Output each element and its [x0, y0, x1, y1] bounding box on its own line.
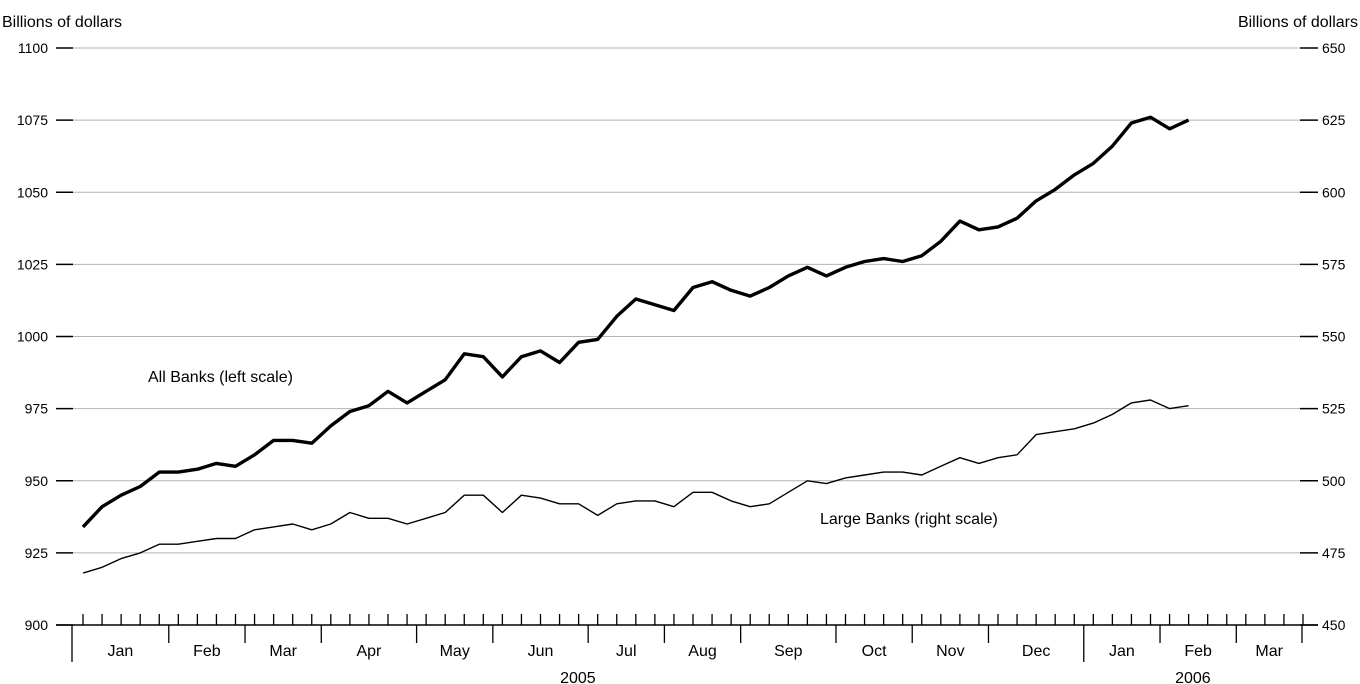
right-axis: 450 475 500 525 550 575 600 625 650: [1300, 40, 1346, 633]
annotation-all-banks: All Banks (left scale): [148, 369, 293, 386]
month-label: Jun: [528, 643, 554, 660]
month-label: Jan: [1109, 643, 1135, 660]
gridlines: [70, 47, 1302, 554]
month-label: Sep: [774, 643, 803, 660]
right-tick-label: 600: [1322, 184, 1346, 200]
annotation-large-banks: Large Banks (right scale): [820, 511, 998, 528]
month-label: Aug: [688, 643, 716, 660]
left-tick-label: 1000: [17, 329, 48, 345]
left-tick-label: 1075: [17, 112, 48, 128]
year-label: 2006: [1175, 670, 1211, 684]
month-label: Feb: [193, 643, 221, 660]
left-tick-label: 925: [25, 545, 49, 561]
left-tick-label: 1025: [17, 256, 48, 272]
right-tick-label: 650: [1322, 40, 1346, 56]
right-tick-label: 625: [1322, 112, 1346, 128]
left-axis: 900 925 950 975 1000 1025 1050 1075 1100: [17, 40, 73, 633]
left-tick-label: 975: [25, 401, 49, 417]
month-label: Dec: [1022, 643, 1050, 660]
right-tick-label: 575: [1322, 256, 1346, 272]
month-label: Mar: [1255, 643, 1283, 660]
right-tick-label: 450: [1322, 617, 1346, 633]
series-layer: [81, 115, 1190, 574]
year-label: 2005: [560, 670, 596, 684]
right-tick-label: 525: [1322, 401, 1346, 417]
left-tick-label: 1100: [18, 40, 48, 56]
month-label: Mar: [269, 643, 297, 660]
month-label: Jan: [107, 643, 133, 660]
all-banks-line: [81, 115, 1190, 529]
large-banks-line: [82, 399, 1189, 574]
month-label: Apr: [356, 643, 382, 660]
month-label: Feb: [1184, 643, 1212, 660]
month-label: May: [440, 643, 470, 660]
left-tick-label: 900: [25, 617, 49, 633]
right-axis-title: Billions of dollars: [1238, 14, 1358, 31]
month-label: Oct: [862, 643, 887, 660]
x-axis: Jan Feb Mar Apr May Jun Jul Aug Sep Oct Nov Dec Jan F…: [56, 614, 1318, 684]
left-axis-title: Billions of dollars: [2, 14, 122, 31]
left-tick-label: 1050: [17, 184, 48, 200]
right-tick-label: 475: [1322, 545, 1346, 561]
left-tick-label: 950: [25, 473, 49, 489]
right-tick-label: 500: [1322, 473, 1346, 489]
right-tick-label: 550: [1322, 329, 1346, 345]
month-label: Nov: [936, 643, 964, 660]
month-label: Jul: [616, 643, 636, 660]
